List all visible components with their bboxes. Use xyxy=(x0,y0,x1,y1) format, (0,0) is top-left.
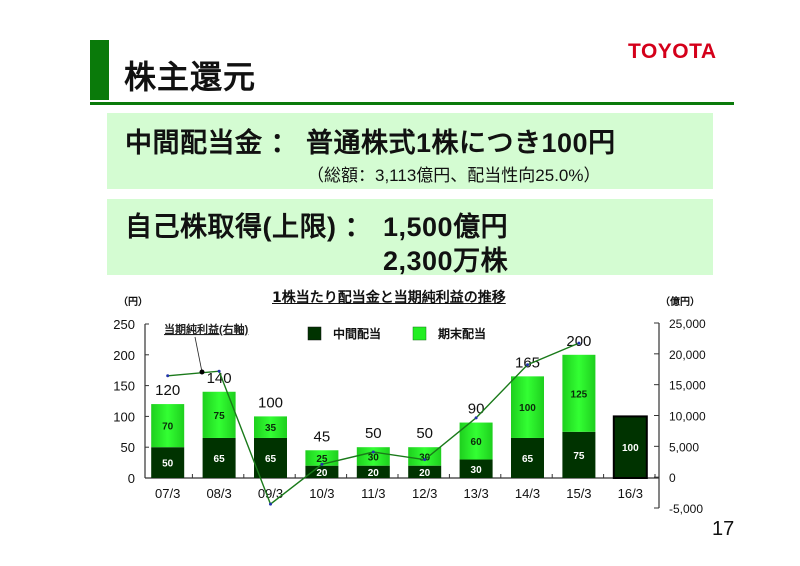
buyback-box: 自己株取得(上限) ： 1,500億円 2,300万株 xyxy=(107,199,713,276)
chart-title: 1株当たり配当金と当期純利益の推移 xyxy=(272,290,506,306)
svg-text:中間配当: 中間配当 xyxy=(333,326,381,341)
svg-text:0: 0 xyxy=(669,471,676,485)
svg-text:20,000: 20,000 xyxy=(669,348,706,362)
svg-text:5,000: 5,000 xyxy=(669,440,699,454)
left-axis-tick: 150 xyxy=(113,379,135,394)
svg-text:165: 165 xyxy=(515,354,540,371)
interim-dividend-detail: （総額：3,113億円、配当性向25.0%） xyxy=(307,166,601,185)
right-axis-unit: （億円） xyxy=(660,297,700,308)
svg-text:当期純利益(右軸): 当期純利益(右軸) xyxy=(164,322,249,336)
left-axis-tick: 100 xyxy=(113,409,135,424)
svg-text:60: 60 xyxy=(471,437,483,448)
left-axis-tick: 50 xyxy=(121,440,135,455)
svg-text:100: 100 xyxy=(519,403,536,414)
buyback-shares: 2,300万株 xyxy=(383,246,509,276)
svg-text:10/3: 10/3 xyxy=(309,486,334,501)
svg-text:35: 35 xyxy=(265,423,277,434)
svg-text:30: 30 xyxy=(419,452,431,463)
svg-text:16/3: 16/3 xyxy=(618,486,643,501)
title-divider xyxy=(90,102,734,105)
interim-dividend-box: 中間配当金 ： 普通株式1株につき100円 （総額：3,113億円、配当性向25… xyxy=(107,113,713,189)
svg-text:50: 50 xyxy=(365,425,382,442)
svg-text:20: 20 xyxy=(368,468,380,479)
svg-text:期末配当: 期末配当 xyxy=(438,326,486,341)
svg-text:20: 20 xyxy=(316,468,328,479)
svg-text:65: 65 xyxy=(522,454,534,465)
left-axis-unit: （円） xyxy=(118,297,148,308)
svg-text:50: 50 xyxy=(416,425,433,442)
svg-text:25,000: 25,000 xyxy=(669,317,706,331)
page-title: 株主還元 xyxy=(124,58,257,96)
svg-text:15,000: 15,000 xyxy=(669,379,706,393)
svg-text:140: 140 xyxy=(207,370,232,387)
buyback-amount: 1,500億円 xyxy=(383,212,509,242)
svg-text:09/3: 09/3 xyxy=(258,486,283,501)
interim-dividend-text: 中間配当金 ： 普通株式1株につき100円 xyxy=(125,128,616,158)
svg-text:-5,000: -5,000 xyxy=(669,502,703,516)
page-number: 17 xyxy=(712,518,735,540)
svg-text:200: 200 xyxy=(566,333,591,350)
svg-text:15/3: 15/3 xyxy=(566,486,591,501)
buyback-label: 自己株取得(上限) ： xyxy=(125,212,372,242)
svg-text:65: 65 xyxy=(265,454,277,465)
svg-text:11/3: 11/3 xyxy=(361,486,385,501)
svg-text:12/3: 12/3 xyxy=(412,486,437,501)
svg-text:30: 30 xyxy=(471,465,483,476)
svg-text:65: 65 xyxy=(214,454,226,465)
svg-text:70: 70 xyxy=(162,422,174,433)
svg-text:75: 75 xyxy=(573,451,585,462)
toyota-logo: TOYOTA xyxy=(628,40,717,63)
svg-text:13/3: 13/3 xyxy=(463,486,488,501)
svg-text:45: 45 xyxy=(314,428,331,445)
left-axis-tick: 0 xyxy=(128,471,135,486)
svg-text:14/3: 14/3 xyxy=(515,486,540,501)
svg-text:30: 30 xyxy=(368,452,380,463)
svg-text:25: 25 xyxy=(316,454,328,465)
svg-text:125: 125 xyxy=(571,389,588,400)
svg-text:20: 20 xyxy=(419,468,431,479)
svg-text:75: 75 xyxy=(214,411,226,422)
svg-text:10,000: 10,000 xyxy=(669,410,706,424)
left-axis-tick: 200 xyxy=(113,348,135,363)
left-axis-tick: 250 xyxy=(113,317,135,332)
svg-text:120: 120 xyxy=(155,382,180,399)
svg-text:90: 90 xyxy=(468,401,485,418)
svg-text:100: 100 xyxy=(622,443,639,454)
svg-text:50: 50 xyxy=(162,459,174,470)
svg-text:08/3: 08/3 xyxy=(206,486,231,501)
svg-text:100: 100 xyxy=(258,394,283,411)
svg-text:07/3: 07/3 xyxy=(155,486,180,501)
title-accent-bar xyxy=(90,40,109,100)
